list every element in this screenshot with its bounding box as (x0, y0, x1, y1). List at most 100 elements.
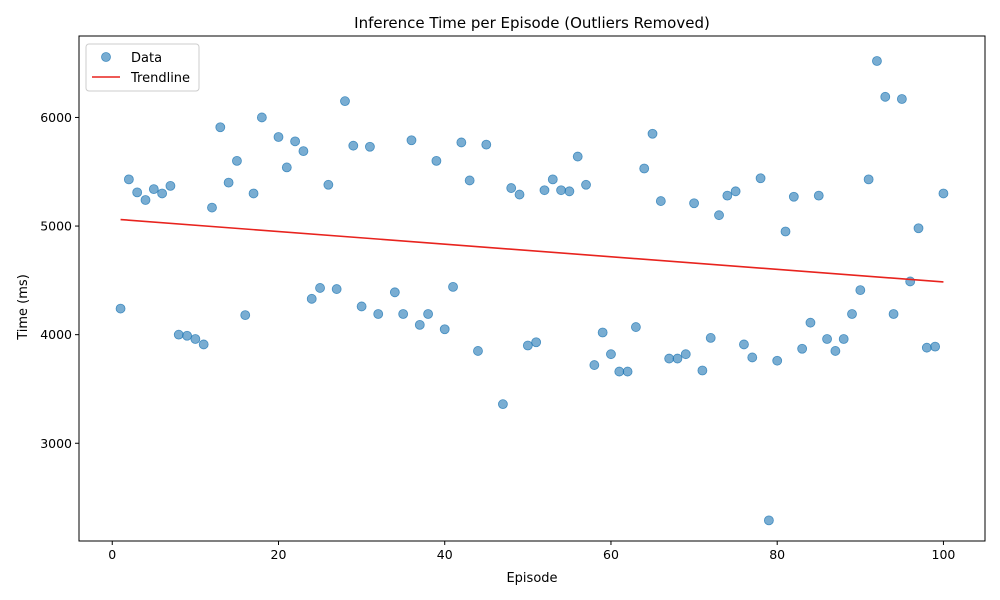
data-point (281, 162, 292, 173)
data-point (431, 155, 442, 166)
data-point (639, 163, 650, 174)
data-point (714, 210, 724, 221)
x-tick-label: 20 (271, 547, 287, 562)
data-point (739, 339, 749, 350)
data-point (248, 188, 259, 199)
data-point (930, 341, 941, 352)
data-point (539, 185, 550, 196)
data-point (340, 96, 350, 107)
data-point (123, 174, 134, 185)
data-point (398, 309, 409, 319)
data-point (290, 136, 301, 147)
data-point (921, 342, 932, 353)
y-tick-label: 3000 (40, 436, 72, 451)
x-axis-label: Episode (506, 571, 557, 586)
data-point (838, 334, 849, 344)
data-point (581, 179, 591, 190)
data-point (564, 186, 575, 197)
data-point (240, 310, 251, 321)
data-point (647, 128, 658, 139)
data-point (323, 179, 334, 190)
data-point (315, 283, 325, 293)
data-point (672, 353, 683, 364)
data-point (689, 198, 699, 209)
data-point (680, 349, 691, 360)
data-point (614, 366, 625, 377)
data-point (556, 185, 566, 196)
data-point (389, 287, 400, 298)
y-tick-label: 6000 (40, 110, 72, 125)
data-point (664, 353, 675, 364)
x-tick-label: 60 (603, 547, 619, 562)
data-point (655, 196, 666, 206)
data-point (830, 346, 841, 356)
x-tick-label: 100 (932, 547, 956, 562)
data-point (813, 190, 824, 201)
x-tick-label: 40 (437, 547, 453, 562)
data-point (780, 226, 791, 237)
data-point (772, 355, 783, 366)
legend-label-trendline: Trendline (130, 71, 190, 86)
data-point (165, 180, 176, 191)
data-point (913, 223, 924, 234)
data-point (797, 343, 808, 354)
data-point (606, 349, 616, 360)
data-point (905, 276, 916, 287)
data-point (788, 191, 799, 202)
data-point (705, 333, 716, 343)
data-point (847, 309, 857, 319)
x-tick-label: 0 (108, 547, 116, 562)
data-point (306, 293, 317, 304)
data-point (140, 195, 151, 205)
data-point (365, 141, 375, 152)
data-point (863, 174, 874, 185)
data-point (547, 174, 558, 185)
chart-title: Inference Time per Episode (Outliers Rem… (354, 14, 710, 32)
data-point (589, 360, 600, 370)
data-point (872, 56, 882, 66)
data-point (256, 112, 267, 123)
data-point (531, 337, 542, 348)
data-point (273, 132, 284, 142)
y-axis-label: Time (ms) (16, 274, 31, 341)
data-point (631, 322, 641, 332)
data-point (232, 155, 242, 166)
data-point (763, 515, 774, 526)
axes-frame (78, 35, 986, 542)
data-point (423, 309, 434, 319)
data-point (215, 122, 226, 133)
data-point (115, 303, 126, 314)
data-point (132, 187, 143, 198)
data-point (506, 183, 517, 193)
y-tick-label: 5000 (40, 219, 72, 234)
data-point (697, 365, 708, 376)
data-point (448, 281, 458, 292)
axes: 0 20 40 60 80 100 3000 4000 5000 6000 (40, 35, 986, 562)
data-point (198, 339, 209, 350)
data-point (888, 309, 899, 319)
legend: Data Trendline (85, 43, 200, 92)
data-point (456, 137, 467, 148)
data-point (622, 366, 633, 377)
data-point (148, 184, 159, 195)
plot-area (115, 56, 949, 526)
data-point (298, 146, 309, 157)
data-point (722, 190, 733, 201)
legend-box (85, 43, 200, 92)
data-point (514, 189, 525, 200)
data-point (522, 340, 533, 351)
data-point (356, 301, 367, 312)
data-point (406, 135, 417, 146)
x-tick-label: 80 (769, 547, 785, 562)
data-point (481, 139, 492, 150)
data-point (439, 324, 450, 335)
data-point (896, 94, 907, 104)
data-point (755, 173, 766, 184)
data-point (348, 140, 359, 151)
data-point (464, 175, 475, 186)
data-point (223, 177, 234, 188)
data-point (473, 346, 483, 356)
data-point (938, 188, 949, 199)
